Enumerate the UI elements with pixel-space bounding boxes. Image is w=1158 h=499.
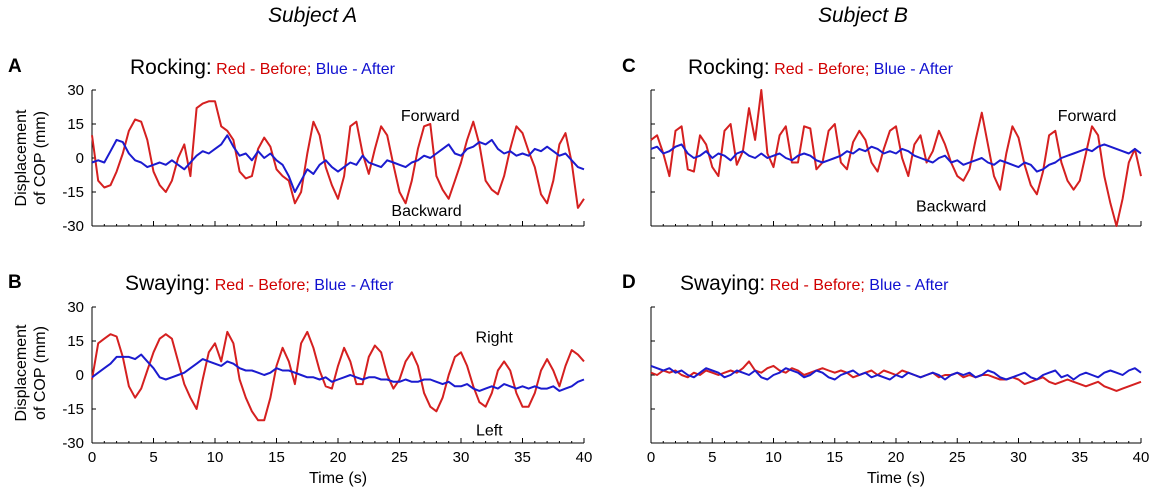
- panel-a-y-tick-label: -30: [62, 218, 84, 235]
- panel-label-c: C: [622, 56, 636, 77]
- panel-d-legend-before: Red - Before;: [769, 277, 865, 294]
- panel-b-x-tick-label: 30: [453, 449, 470, 466]
- panel-d-legend-after: Blue - After: [869, 277, 949, 294]
- panel-b-series-after-line: [91, 353, 585, 392]
- panel-b-y-tick-label: 0: [76, 367, 84, 384]
- panel-d-x-tick-label: 20: [888, 449, 905, 466]
- panel-b-legend-after: Blue - After: [314, 277, 394, 294]
- panel-d-x-tick-label: 10: [765, 449, 782, 466]
- panel-b-x-tick-label: 10: [207, 449, 224, 466]
- panel-b-series-before-line: [91, 330, 585, 422]
- panel-d-x-tick-label: 40: [1133, 449, 1150, 466]
- panel-label-b: B: [8, 272, 22, 293]
- panel-d-x-tick-label: 25: [949, 449, 966, 466]
- panel-a-y-tick-label: 0: [76, 150, 84, 167]
- panel-b-title: Swaying: Red - Before; Blue - After: [125, 272, 394, 295]
- panel-b-x-tick-label: 25: [391, 449, 408, 466]
- panel-a-series-before-line: [91, 100, 585, 209]
- panel-d-condition: Swaying: [680, 272, 760, 295]
- panel-label-d: D: [622, 272, 636, 293]
- panel-a-y-tick-label: -15: [62, 184, 84, 201]
- panel-c-legend-before: Red - Before;: [774, 61, 870, 78]
- panel-a-series-after-line: [91, 134, 585, 193]
- panel-b-y-tick-label: 30: [67, 299, 84, 316]
- panel-d-x-tick-label: 5: [708, 449, 716, 466]
- panel-b-legend-before: Red - Before;: [214, 277, 310, 294]
- panel-b-y-tick-label: 15: [67, 333, 84, 350]
- panel-d-x-tick-label: 15: [826, 449, 843, 466]
- panel-b-x-tick-label: 5: [149, 449, 157, 466]
- subject-b-heading: Subject B: [818, 4, 908, 27]
- panel-c-annotation-backward: Backward: [916, 199, 986, 216]
- panel-b-x-tick-label: 35: [514, 449, 531, 466]
- panel-a-annotation-forward: Forward: [401, 108, 460, 125]
- panel-d-x-tick-label: 35: [1071, 449, 1088, 466]
- panel-d-x-axis-label: Time (s): [867, 470, 925, 487]
- panel-a-title: Rocking: Red - Before; Blue - After: [130, 56, 395, 79]
- panel-b-x-tick-label: 20: [330, 449, 347, 466]
- panel-d-series-after-line: [650, 364, 1142, 381]
- panel-c-series-after-line: [650, 143, 1142, 173]
- panel-c-title: Rocking: Red - Before; Blue - After: [688, 56, 953, 79]
- panel-b-x-tick-label: 15: [268, 449, 285, 466]
- subject-a-heading: Subject A: [268, 4, 358, 27]
- panel-b-annotation-right: Right: [476, 329, 514, 346]
- panel-a-annotation-backward: Backward: [391, 203, 461, 220]
- panel-a-y-tick-label: 30: [67, 82, 84, 99]
- panel-a-y-tick-label: 15: [67, 116, 84, 133]
- panel-d-title: Swaying: Red - Before; Blue - After: [680, 272, 949, 295]
- panel-b-y-tick-label: -15: [62, 401, 84, 418]
- panel-d-x-tick-label: 30: [1010, 449, 1027, 466]
- panel-b-x-tick-label: 40: [576, 449, 593, 466]
- panel-b-x-axis-label: Time (s): [309, 470, 367, 487]
- panel-a-legend-after: Blue - After: [315, 61, 395, 78]
- panel-c-series-before-line: [650, 89, 1142, 227]
- panel-b-condition: Swaying: [125, 272, 205, 295]
- panel-c-condition: Rocking: [688, 56, 764, 79]
- panel-b-x-tick-label: 0: [88, 449, 96, 466]
- panel-b-annotation-left: Left: [476, 422, 503, 439]
- panel-d-x-tick-label: 0: [647, 449, 655, 466]
- panel-a-condition: Rocking: [130, 56, 206, 79]
- panel-c-legend-after: Blue - After: [873, 61, 953, 78]
- panel-c-annotation-forward: Forward: [1058, 108, 1117, 125]
- panel-a-legend-before: Red - Before;: [216, 61, 312, 78]
- panel-b-y-tick-label: -30: [62, 435, 84, 452]
- panel-label-a: A: [8, 56, 22, 77]
